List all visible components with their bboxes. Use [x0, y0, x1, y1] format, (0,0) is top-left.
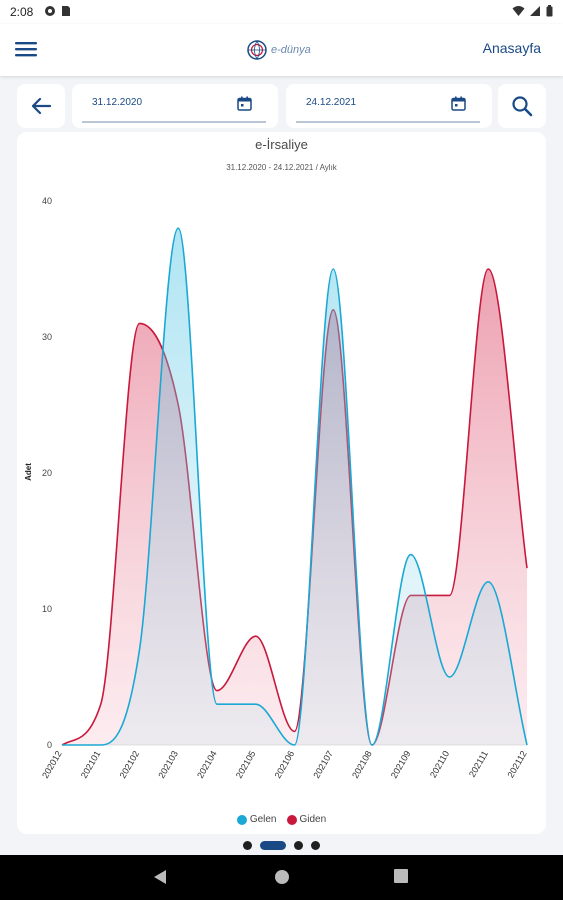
chart-legend: Gelen Giden — [17, 814, 546, 825]
system-nav-bar — [0, 855, 563, 900]
status-time: 2:08 — [10, 5, 34, 19]
x-tick-label: 202109 — [389, 749, 413, 780]
calendar-icon[interactable] — [451, 96, 466, 116]
battery-icon — [546, 5, 553, 17]
sim-icon — [62, 6, 70, 16]
x-tick-label: 202102 — [118, 749, 142, 780]
start-date-field[interactable]: 31.12.2020 — [72, 84, 278, 128]
legend-item-giden[interactable]: Giden — [286, 814, 327, 825]
x-tick-label: 202104 — [195, 749, 219, 780]
x-tick-label: 202110 — [428, 749, 451, 779]
nfc-icon — [45, 6, 55, 16]
legend-dot-gelen — [236, 814, 247, 825]
x-tick-label: 202105 — [234, 749, 258, 780]
chart-title: e-İrsaliye — [255, 137, 308, 152]
series-line-gelen — [62, 227, 528, 746]
search-icon — [512, 96, 533, 117]
y-tick-label: 10 — [42, 604, 52, 614]
calendar-icon[interactable] — [237, 96, 252, 116]
page-dot[interactable] — [294, 840, 303, 850]
y-tick-label: 40 — [42, 196, 52, 206]
signal-icon — [530, 6, 540, 16]
logo-text: e-dünya — [271, 44, 311, 56]
x-tick-label: 202111 — [467, 749, 490, 779]
home-link[interactable]: Anasayfa — [482, 40, 541, 56]
x-tick-label: 202107 — [311, 749, 335, 780]
chart-card: e-İrsaliye 31.12.2020 - 24.12.2021 / Ayl… — [17, 132, 546, 834]
page-dot[interactable] — [311, 840, 320, 850]
back-button[interactable] — [17, 84, 65, 128]
x-tick-label: 202101 — [79, 749, 103, 780]
area-chart: 0 10 20 30 40 Adet 202012 202101 202102 202103 202… — [24, 196, 529, 780]
legend-dot-giden — [286, 814, 297, 825]
menu-button[interactable] — [14, 39, 40, 61]
series-area-gelen — [62, 228, 527, 745]
page-dot[interactable] — [243, 840, 252, 850]
page-indicator — [0, 838, 563, 852]
legend-label-giden: Giden — [299, 814, 327, 825]
globe-logo-icon — [247, 40, 267, 60]
y-tick-label: 30 — [42, 332, 52, 342]
app-logo: e-dünya — [247, 38, 311, 62]
back-nav-icon[interactable] — [153, 869, 167, 890]
wifi-icon — [512, 6, 525, 16]
x-tick-label: 202103 — [156, 749, 180, 780]
hamburger-menu-icon — [15, 42, 37, 57]
x-tick-label: 202112 — [505, 749, 528, 779]
end-date-field[interactable]: 24.12.2021 — [286, 84, 492, 128]
legend-item-gelen[interactable]: Gelen — [236, 814, 277, 825]
x-tick-label: 202106 — [273, 749, 297, 780]
app-bar: e-dünya Anasayfa — [0, 24, 563, 76]
arrow-left-icon — [31, 97, 52, 115]
page-dot-active[interactable] — [260, 840, 286, 850]
status-bar: 2:08 — [0, 0, 563, 24]
search-button[interactable] — [498, 84, 546, 128]
y-tick-label: 20 — [42, 468, 52, 478]
y-axis-label: Adet — [24, 463, 33, 481]
chart-subtitle: 31.12.2020 - 24.12.2021 / Aylık — [226, 163, 337, 172]
x-tick-label: 202012 — [40, 749, 64, 780]
start-date-value: 31.12.2020 — [92, 97, 143, 108]
x-tick-label: 202108 — [350, 749, 374, 780]
y-tick-label: 0 — [47, 740, 52, 750]
end-date-value: 24.12.2021 — [306, 97, 357, 108]
recents-nav-icon[interactable] — [394, 869, 408, 888]
home-nav-icon[interactable] — [274, 869, 290, 890]
legend-label-gelen: Gelen — [249, 814, 277, 825]
